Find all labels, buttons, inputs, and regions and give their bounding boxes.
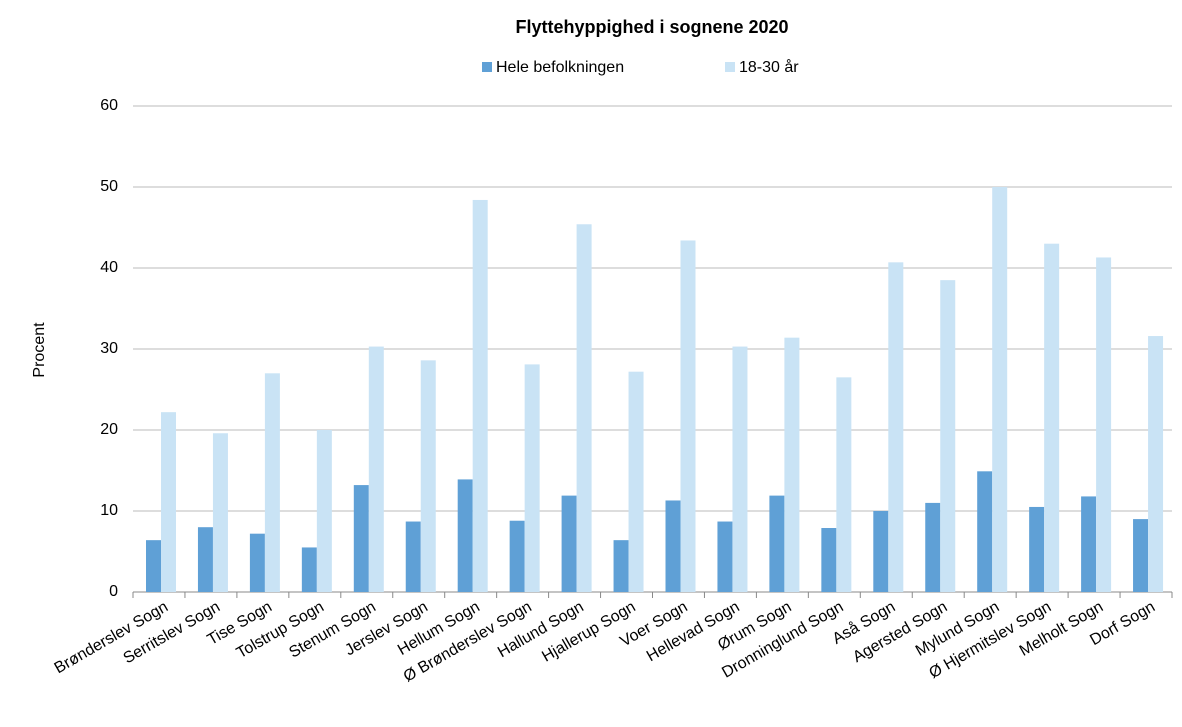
- y-tick-label: 10: [100, 502, 118, 519]
- bar: [561, 495, 577, 592]
- bar: [212, 433, 228, 592]
- bar: [316, 430, 332, 592]
- bar: [197, 527, 213, 592]
- bar: [977, 471, 993, 592]
- y-axis-label: Procent: [31, 322, 48, 378]
- y-tick-label: 40: [100, 259, 118, 276]
- bar: [368, 346, 384, 592]
- bar: [1133, 519, 1149, 592]
- bar: [301, 547, 317, 592]
- bar: [665, 500, 681, 592]
- x-tick-label: Tolstrup Sogn: [234, 598, 327, 662]
- bar: [940, 280, 956, 592]
- bar: [888, 262, 904, 592]
- bar: [1096, 257, 1112, 592]
- legend-swatch: [482, 62, 492, 72]
- bar: [873, 511, 889, 592]
- chart-title: Flyttehyppighed i sognene 2020: [515, 17, 788, 37]
- bar: [821, 528, 837, 592]
- bar: [613, 540, 629, 592]
- bar: [680, 240, 696, 592]
- bar: [264, 373, 280, 592]
- bar: [161, 412, 176, 592]
- bar: [249, 533, 265, 592]
- bar: [784, 337, 800, 592]
- legend-swatch: [725, 62, 735, 72]
- bar: [524, 364, 540, 592]
- y-tick-label: 50: [100, 178, 118, 195]
- bar: [420, 360, 436, 592]
- bar: [1044, 243, 1060, 592]
- bar: [992, 187, 1008, 592]
- bar: [509, 520, 525, 592]
- y-tick-label: 60: [100, 97, 118, 114]
- bar: [717, 521, 733, 592]
- bar: [836, 377, 852, 592]
- bar: [353, 485, 369, 592]
- legend-label: 18-30 år: [739, 58, 799, 76]
- bar: [769, 495, 785, 592]
- bar: [1081, 496, 1097, 592]
- bar: [576, 224, 592, 592]
- y-tick-label: 0: [109, 583, 118, 600]
- bar: [472, 199, 488, 592]
- legend-label: Hele befolkningen: [496, 59, 624, 76]
- bar: [1148, 336, 1164, 592]
- bar: [732, 346, 748, 592]
- bar: [628, 371, 644, 592]
- y-tick-label: 20: [100, 421, 118, 438]
- bar: [457, 479, 473, 592]
- bar: [925, 502, 941, 592]
- bar: [405, 521, 421, 592]
- bar: [1029, 506, 1045, 592]
- y-tick-label: 30: [100, 340, 118, 357]
- bar: [146, 540, 161, 592]
